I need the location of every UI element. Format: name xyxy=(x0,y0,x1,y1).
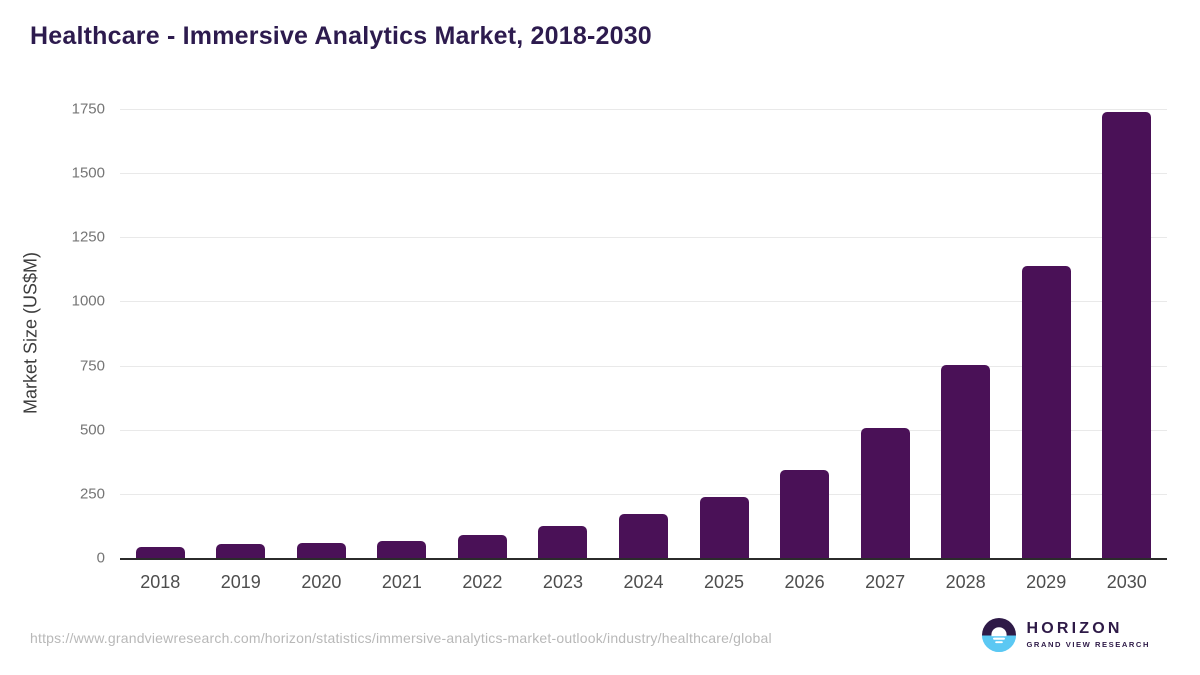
x-tick-label-2030: 2030 xyxy=(1106,572,1147,592)
gridline-1500 xyxy=(120,173,1167,175)
y-axis-title: Market Size (US$M) xyxy=(20,251,41,415)
bar-2029[interactable] xyxy=(1021,266,1071,558)
x-tick-label-2024: 2024 xyxy=(623,572,664,592)
x-tick-label-2023: 2023 xyxy=(542,572,583,592)
bar-2020[interactable] xyxy=(296,543,346,558)
x-tick-label-2026: 2026 xyxy=(784,572,825,592)
x-tick-label-2018: 2018 xyxy=(140,572,181,592)
bar-2022[interactable] xyxy=(457,534,507,558)
logo-brand: HORIZON xyxy=(1026,620,1123,638)
gridline-1000 xyxy=(120,301,1167,303)
x-tick-label-2021: 2021 xyxy=(381,572,422,592)
x-tick-label-2019: 2019 xyxy=(220,572,261,592)
source-url: https://www.grandviewresearch.com/horizo… xyxy=(30,630,772,646)
bar-2024[interactable] xyxy=(619,514,668,558)
y-tick-label-0: 0 xyxy=(96,549,105,567)
horizon-logo-icon xyxy=(982,618,1017,652)
x-tick-label-2028: 2028 xyxy=(945,572,986,592)
gridline-250 xyxy=(120,493,1167,495)
bar-2018[interactable] xyxy=(135,546,185,558)
y-tick-label-1000: 1000 xyxy=(71,292,105,310)
bar-2023[interactable] xyxy=(538,526,588,558)
logo-subtitle: GRAND VIEW RESEARCH xyxy=(1026,639,1150,649)
bar-2028[interactable] xyxy=(941,365,991,558)
x-tick-label-2022: 2022 xyxy=(462,572,503,592)
y-tick-label-750: 750 xyxy=(79,357,105,375)
x-tick-label-2027: 2027 xyxy=(865,572,906,592)
gridline-1750 xyxy=(120,109,1167,110)
gridline-500 xyxy=(120,429,1167,431)
horizon-logo: HORIZON GRAND VIEW RESEARCH xyxy=(982,618,1150,652)
x-tick-label-2025: 2025 xyxy=(704,572,745,592)
gridline-750 xyxy=(120,365,1167,367)
bar-2025[interactable] xyxy=(699,497,749,558)
y-tick-label-1500: 1500 xyxy=(71,164,105,182)
horizon-logo-text: HORIZON GRAND VIEW RESEARCH xyxy=(1026,620,1150,649)
x-tick-label-2020: 2020 xyxy=(301,572,342,592)
gridline-1250 xyxy=(120,237,1167,239)
y-tick-label-1250: 1250 xyxy=(71,228,105,246)
y-tick-label-500: 500 xyxy=(79,421,105,439)
bar-2027[interactable] xyxy=(860,427,910,558)
bar-2026[interactable] xyxy=(780,470,830,558)
bar-2021[interactable] xyxy=(377,540,427,558)
bar-2019[interactable] xyxy=(216,544,266,558)
plot-area: 0 250 500 750 1000 1250 1500 1750 2018 2019 2020 20… xyxy=(72,101,1167,592)
chart-title: Healthcare - Immersive Analytics Market,… xyxy=(30,22,652,50)
y-tick-label-1750: 1750 xyxy=(71,100,105,118)
bar-2030[interactable] xyxy=(1102,111,1152,558)
x-tick-label-2029: 2029 xyxy=(1026,572,1067,592)
y-tick-label-250: 250 xyxy=(79,485,105,503)
